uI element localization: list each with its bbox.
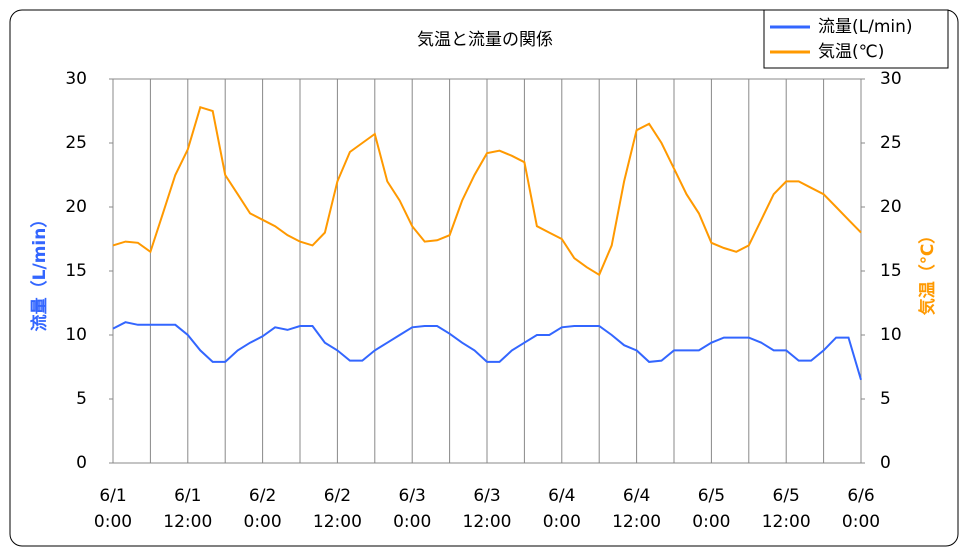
y-tick-label: 0 — [76, 453, 87, 473]
y2-tick-label: 0 — [880, 453, 891, 473]
y2-tick-label: 10 — [880, 325, 902, 345]
data-line — [112, 321, 862, 381]
x-tick-label: 6/5 12:00 — [761, 486, 811, 532]
y-tick-label: 20 — [65, 197, 87, 217]
y2-axis-label: 気温（℃） — [917, 227, 938, 317]
y-tick-label: 5 — [76, 389, 87, 409]
x-tick-label: 6/3 0:00 — [393, 486, 432, 532]
x-tick-label: 6/4 0:00 — [542, 486, 581, 532]
x-tick-label: 6/2 12:00 — [312, 486, 362, 532]
chart-title: 気温と流量の関係 — [417, 30, 553, 50]
y2-tick-label: 25 — [880, 133, 902, 153]
legend-label: 流量(L/min) — [818, 17, 913, 37]
data-line — [112, 105, 862, 277]
y-tick-label: 25 — [65, 133, 87, 153]
y2-tick-label: 15 — [880, 261, 902, 281]
y-tick-label: 15 — [65, 261, 87, 281]
y2-tick-label: 5 — [880, 389, 891, 409]
x-tick-label: 6/1 0:00 — [93, 486, 133, 532]
x-tick-label: 6/3 12:00 — [462, 486, 512, 532]
x-tick-label: 6/4 12:00 — [612, 486, 662, 532]
y2-tick-label: 20 — [880, 197, 902, 217]
x-tick-label: 6/5 0:00 — [692, 486, 731, 532]
y-tick-label: 30 — [65, 69, 87, 89]
x-tick-label: 6/1 12:00 — [163, 486, 213, 532]
legend-label: 気温(℃) — [818, 42, 884, 62]
x-tick-label: 6/2 0:00 — [243, 486, 282, 532]
x-tick-label: 6/6 0:00 — [841, 486, 881, 532]
y-tick-label: 10 — [65, 325, 87, 345]
legend — [763, 9, 949, 69]
y-axis-label: 流量（L/min） — [29, 211, 50, 332]
y2-tick-label: 30 — [880, 69, 902, 89]
